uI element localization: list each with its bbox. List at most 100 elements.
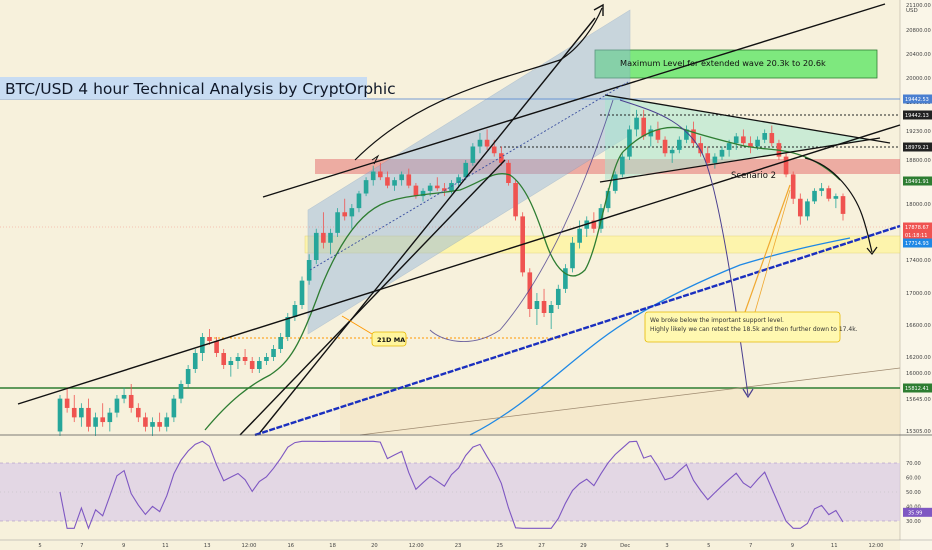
candle[interactable] [349, 204, 355, 229]
candle[interactable] [271, 345, 276, 361]
candle[interactable] [107, 407, 113, 432]
candle[interactable] [392, 177, 397, 191]
candle[interactable] [399, 171, 404, 186]
projection-arrow-up[interactable] [354, 7, 603, 161]
candle[interactable] [164, 412, 170, 432]
candle[interactable] [797, 193, 803, 225]
candle[interactable] [612, 171, 618, 194]
candle[interactable] [185, 365, 191, 388]
candle[interactable] [57, 394, 63, 436]
candle[interactable] [698, 136, 703, 157]
candle[interactable] [805, 198, 810, 221]
candle[interactable] [684, 125, 689, 144]
scenario-2-curve[interactable] [804, 157, 873, 253]
candle[interactable] [627, 125, 632, 160]
upper-trendline[interactable] [262, 3, 886, 198]
candle[interactable] [719, 146, 725, 160]
candle[interactable] [335, 208, 340, 237]
candle[interactable] [264, 353, 269, 365]
candle[interactable] [691, 121, 696, 147]
candle[interactable] [285, 313, 291, 341]
candle[interactable] [662, 136, 668, 157]
candle[interactable] [378, 162, 383, 181]
candle[interactable] [769, 125, 775, 147]
candle[interactable] [705, 146, 711, 166]
candle[interactable] [157, 412, 162, 432]
candle[interactable] [527, 268, 533, 317]
candle[interactable] [506, 160, 511, 186]
candle[interactable] [385, 171, 390, 189]
candle[interactable] [207, 329, 212, 345]
candle[interactable] [748, 136, 753, 154]
projection-wave-big[interactable] [429, 99, 614, 342]
candle[interactable] [228, 357, 234, 377]
steep-trendline-left[interactable] [239, 159, 506, 436]
ma-label-box[interactable] [371, 331, 407, 347]
candle[interactable] [150, 417, 155, 436]
target-zone[interactable] [594, 49, 878, 79]
time-axis[interactable]: 5 7 9 11 13 12:00 16 18 20 12:00 23 25 27 29 Dec 3 5 7 9 11… [38, 543, 883, 549]
candle[interactable] [833, 193, 839, 209]
candle[interactable] [648, 125, 654, 147]
candle[interactable] [577, 220, 582, 249]
candle[interactable] [321, 212, 326, 249]
candle[interactable] [620, 153, 625, 178]
candle[interactable] [235, 353, 241, 369]
triangle-top-line[interactable] [604, 94, 891, 144]
candle[interactable] [242, 349, 248, 365]
candle[interactable] [570, 237, 575, 273]
candle[interactable] [143, 412, 148, 432]
candle[interactable] [256, 357, 262, 373]
candle[interactable] [513, 180, 518, 221]
orange-retest-line-2[interactable] [754, 189, 791, 313]
candle[interactable] [128, 383, 134, 413]
candle[interactable] [434, 177, 440, 191]
candle[interactable] [840, 193, 846, 221]
candle[interactable] [762, 129, 768, 144]
candle[interactable] [121, 387, 127, 404]
candle[interactable] [278, 333, 283, 353]
candle[interactable] [676, 136, 682, 154]
ma-brown-line[interactable] [359, 367, 901, 436]
candle[interactable] [71, 394, 77, 423]
candle[interactable] [328, 228, 333, 255]
orange-retest-line[interactable] [744, 184, 791, 313]
blue-support-trendline[interactable] [254, 224, 901, 437]
candle[interactable] [221, 349, 227, 369]
candle[interactable] [313, 228, 319, 265]
candle[interactable] [826, 185, 832, 202]
candle[interactable] [712, 153, 718, 169]
candle[interactable] [477, 133, 483, 154]
candle[interactable] [64, 387, 70, 413]
candle[interactable] [463, 160, 469, 181]
candle[interactable] [484, 129, 490, 150]
ma-21d-line[interactable] [204, 126, 841, 431]
note-box[interactable] [644, 311, 841, 343]
candle[interactable] [114, 394, 120, 418]
candle[interactable] [819, 183, 824, 197]
candle[interactable] [499, 146, 504, 166]
candle[interactable] [86, 398, 91, 432]
candle[interactable] [641, 109, 647, 140]
candle[interactable] [214, 337, 219, 357]
candle[interactable] [192, 349, 198, 373]
triangle-bottom-line[interactable] [599, 137, 881, 183]
candle[interactable] [171, 394, 177, 423]
dotted-channel-mid[interactable] [309, 81, 629, 271]
candle[interactable] [356, 190, 362, 213]
candle[interactable] [790, 171, 796, 205]
candle[interactable] [634, 109, 639, 137]
candle[interactable] [733, 133, 739, 150]
candle[interactable] [406, 168, 412, 189]
candle[interactable] [783, 153, 789, 178]
candle[interactable] [669, 146, 675, 163]
candle[interactable] [812, 188, 817, 204]
candle[interactable] [548, 301, 554, 329]
candle[interactable] [470, 143, 476, 166]
candle[interactable] [541, 288, 547, 317]
rsi-line[interactable] [59, 440, 844, 530]
candle[interactable] [442, 183, 447, 197]
candle[interactable] [79, 403, 84, 427]
candle[interactable] [655, 121, 661, 144]
